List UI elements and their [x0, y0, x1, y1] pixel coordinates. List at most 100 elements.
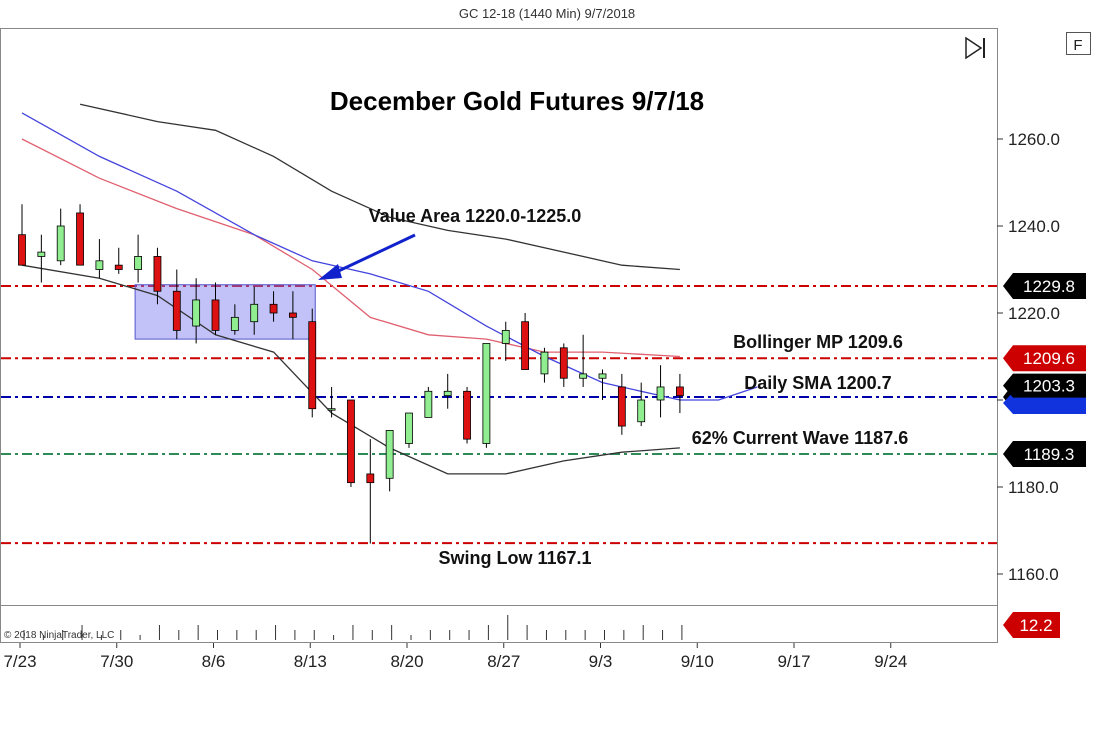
candle-body — [385, 430, 394, 479]
candle — [366, 439, 375, 544]
candle — [76, 204, 84, 266]
candle-body — [288, 312, 297, 318]
candle-body — [95, 260, 104, 270]
bollinger-mp-axis-tag: 1209.6 — [1003, 345, 1086, 372]
candle — [37, 234, 46, 283]
x-tick-label: 8/20 — [390, 652, 423, 671]
volume-current-value: 12.2 — [1019, 616, 1052, 635]
candle-body — [676, 386, 684, 397]
y-tick-label: 1260.0 — [1008, 130, 1060, 149]
f-button-label: F — [1073, 37, 1082, 54]
candle — [443, 373, 452, 409]
candle-body — [540, 351, 549, 375]
candle — [56, 208, 65, 266]
candle-body — [617, 386, 626, 427]
candle-body — [308, 321, 317, 410]
axis-tag-bg — [1003, 612, 1060, 638]
x-tick-label: 7/23 — [3, 652, 36, 671]
candle-body — [230, 316, 239, 331]
candle — [637, 382, 646, 427]
candle — [250, 286, 259, 335]
skip-to-end-icon[interactable] — [965, 36, 985, 60]
bollinger-mp-label: Bollinger MP 1209.6 — [733, 332, 903, 352]
upper-bollinger-band — [79, 103, 680, 271]
candle — [95, 239, 104, 279]
candle-body — [76, 212, 84, 266]
candle-body — [559, 347, 568, 379]
candle — [521, 313, 529, 370]
annotations: Bollinger MP 1209.6 Daily SMA 1200.7 62% C… — [318, 206, 908, 568]
candle — [676, 373, 684, 414]
candle-body — [521, 321, 529, 370]
x-tick-label: 9/17 — [777, 652, 810, 671]
candle-body — [37, 251, 46, 257]
f-button[interactable]: F — [1066, 32, 1091, 55]
value-area-arrow-head — [318, 264, 342, 280]
copyright-text: © 2018 NinjaTrader, LLC — [4, 630, 114, 641]
candle-body — [443, 390, 452, 397]
candle — [559, 343, 568, 387]
candle — [385, 430, 394, 492]
candle-body — [327, 408, 336, 411]
chart-title: December Gold Futures 9/7/18 — [330, 86, 704, 116]
axis-tag-bg — [1003, 373, 1086, 398]
x-tick-label: 8/27 — [487, 652, 520, 671]
value-area-top-axis-tag: 1229.8 — [1003, 273, 1086, 300]
candle-body — [18, 234, 26, 266]
candle-body — [250, 303, 259, 323]
y-tick-label: 1180.0 — [1008, 478, 1059, 497]
candle — [114, 247, 123, 274]
axis-tag-bg — [1003, 273, 1086, 300]
axis-tag-value: 1203.3 — [1023, 377, 1075, 396]
candle — [153, 247, 162, 305]
value-area-label: Value Area 1220.0-1225.0 — [369, 206, 582, 226]
candle-body — [56, 225, 65, 262]
candle-body — [114, 264, 123, 270]
price-panel[interactable] — [0, 28, 998, 606]
candle-body — [579, 373, 588, 379]
volume-bars — [23, 615, 683, 640]
x-tick-label: 8/13 — [294, 652, 327, 671]
daily-sma-label: Daily SMA 1200.7 — [744, 373, 891, 393]
volume-panel[interactable] — [0, 605, 998, 643]
candles — [18, 204, 684, 544]
x-tick-label: 9/10 — [681, 652, 714, 671]
candle — [579, 334, 588, 387]
candle — [347, 399, 355, 487]
chart-header-title: GC 12-18 (1440 Min) 9/7/2018 — [459, 6, 635, 21]
y-tick-label: 1160.0 — [1008, 565, 1059, 584]
axis-tag-bg — [1003, 345, 1086, 372]
candle-body — [598, 373, 607, 379]
x-tick-label: 9/3 — [589, 652, 613, 671]
candle — [192, 278, 201, 344]
current-wave-axis-tag: 1189.3 — [1003, 440, 1086, 467]
candle-body — [153, 256, 162, 292]
candle-body — [424, 390, 433, 418]
candle — [172, 269, 181, 340]
candle — [288, 291, 297, 340]
candle — [269, 291, 278, 322]
candle-body — [501, 329, 510, 344]
candle-body — [463, 390, 471, 440]
candle — [308, 308, 317, 418]
x-tick-label: 9/24 — [874, 652, 907, 671]
candle-body — [637, 399, 646, 423]
value-area-box — [134, 284, 316, 340]
candle — [617, 373, 626, 435]
candle-body — [405, 412, 413, 444]
candle-body — [482, 343, 491, 444]
volume-axis-tag: 12.2 — [1003, 612, 1060, 638]
y-tick-label: 1220.0 — [1008, 304, 1060, 323]
axes: 1160.01180.01200.01220.01240.01260.07/23… — [3, 130, 1086, 671]
candle-body — [347, 399, 355, 484]
y-tick-label: 1240.0 — [1008, 217, 1060, 236]
candle — [405, 412, 413, 448]
axis-tag-value: 1209.6 — [1023, 349, 1075, 368]
candle — [540, 347, 549, 383]
lower-bollinger-band — [21, 264, 680, 475]
swing-low-label: Swing Low 1167.1 — [438, 548, 591, 568]
candle — [230, 304, 239, 335]
candle — [463, 386, 471, 444]
